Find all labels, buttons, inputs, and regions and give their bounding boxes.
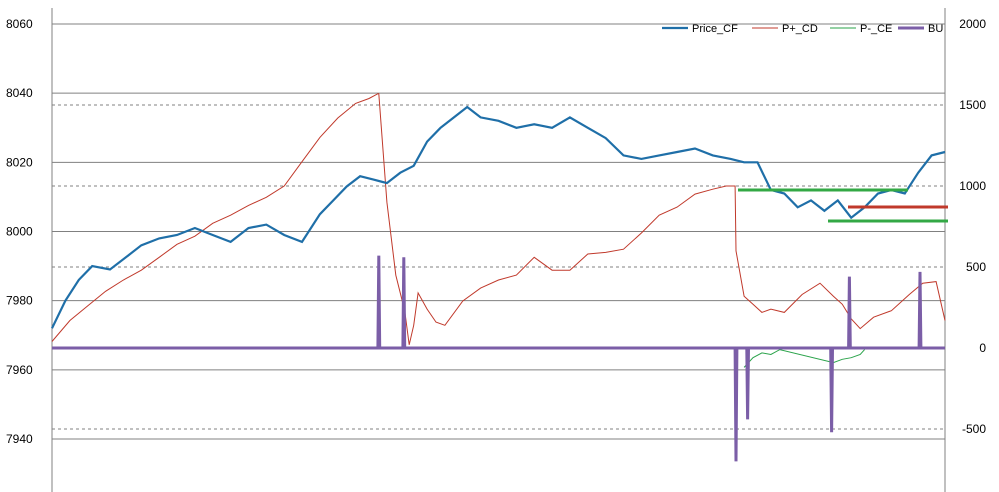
right-tick-label: 1500 (959, 98, 986, 112)
legend-label: P+_CD (782, 23, 818, 35)
series-p-cd (51, 93, 946, 345)
series-p-ce (743, 349, 865, 368)
left-tick-label: 8020 (6, 155, 33, 169)
series-lines (51, 93, 946, 462)
legend-label: P-_CE (860, 23, 892, 35)
series-price-cf (51, 105, 946, 329)
left-tick-label: 7960 (6, 363, 33, 377)
right-tick-label: -500 (962, 422, 986, 436)
series-bu (52, 255, 945, 462)
left-tick-label: 7980 (6, 294, 33, 308)
legend: Price_CF P+_CD P-_CE BU (662, 23, 943, 35)
right-axis-ticks: -500 0 500 1000 1500 2000 (959, 17, 986, 436)
right-tick-label: 0 (979, 341, 986, 355)
reference-lines (52, 104, 945, 430)
right-tick-label: 2000 (959, 17, 986, 31)
left-tick-label: 8060 (6, 17, 33, 31)
legend-label: BU (928, 23, 943, 35)
left-axis-ticks: 7940 7960 7980 8000 8020 8040 8060 (6, 17, 33, 446)
right-tick-label: 1000 (959, 179, 986, 193)
horizontal-level-lines (738, 188, 948, 223)
right-tick-label: 500 (966, 260, 986, 274)
left-tick-label: 7940 (6, 432, 33, 446)
legend-label: Price_CF (692, 23, 738, 35)
left-tick-label: 8000 (6, 225, 33, 239)
left-tick-label: 8040 (6, 86, 33, 100)
